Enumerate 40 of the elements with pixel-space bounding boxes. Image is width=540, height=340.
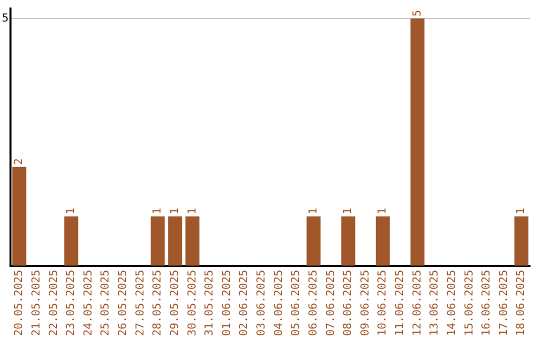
data-label: 1 — [306, 208, 320, 214]
x-tick-label: 09.06.2025 — [358, 270, 372, 336]
x-tick-label: 18.06.2025 — [514, 270, 528, 336]
x-tick-label: 06.06.2025 — [306, 270, 320, 336]
x-tick-label: 31.05.2025 — [202, 270, 216, 336]
x-tick-label: 03.06.2025 — [254, 270, 268, 336]
x-tick-label: 21.05.2025 — [29, 270, 42, 336]
x-tick-label: 15.06.2025 — [462, 270, 476, 336]
x-tick-label: 28.05.2025 — [150, 270, 164, 336]
x-tick-label: 25.05.2025 — [98, 270, 112, 336]
x-tick-label: 07.06.2025 — [324, 270, 337, 336]
data-label: 5 — [410, 10, 424, 16]
x-tick-label: 10.06.2025 — [376, 270, 389, 336]
x-tick-label: 01.06.2025 — [220, 270, 233, 336]
x-tick-label: 17.06.2025 — [496, 270, 510, 336]
data-label: 1 — [514, 208, 528, 214]
x-tick-label: 12.06.2025 — [410, 270, 424, 336]
x-tick-label: 22.05.2025 — [46, 270, 60, 336]
x-tick-label: 26.05.2025 — [116, 270, 130, 336]
x-tick-label: 05.06.2025 — [289, 270, 302, 336]
x-tick-label: 29.05.2025 — [168, 270, 181, 336]
data-label: 1 — [185, 208, 198, 214]
data-label: 1 — [341, 208, 354, 214]
x-tick-label: 13.06.2025 — [428, 270, 441, 336]
x-tick-label: 14.06.2025 — [444, 270, 458, 336]
x-tick-label: 08.06.2025 — [341, 270, 354, 336]
x-tick-label: 16.06.2025 — [480, 270, 493, 336]
x-tick-label: 04.06.2025 — [272, 270, 285, 336]
data-label: 1 — [376, 208, 389, 214]
data-label: 1 — [64, 208, 78, 214]
x-tick-label: 30.05.2025 — [185, 270, 198, 336]
x-tick-label: 24.05.2025 — [81, 270, 94, 336]
x-tick-label: 02.06.2025 — [237, 270, 250, 336]
x-tick-label: 20.05.2025 — [12, 270, 26, 336]
x-tick-label: 23.05.2025 — [64, 270, 78, 336]
data-label: 1 — [168, 208, 181, 214]
data-label: 1 — [150, 208, 164, 214]
x-tick-label: 27.05.2025 — [133, 270, 146, 336]
data-label: 2 — [12, 158, 26, 165]
x-tick-label: 11.06.2025 — [393, 270, 406, 336]
